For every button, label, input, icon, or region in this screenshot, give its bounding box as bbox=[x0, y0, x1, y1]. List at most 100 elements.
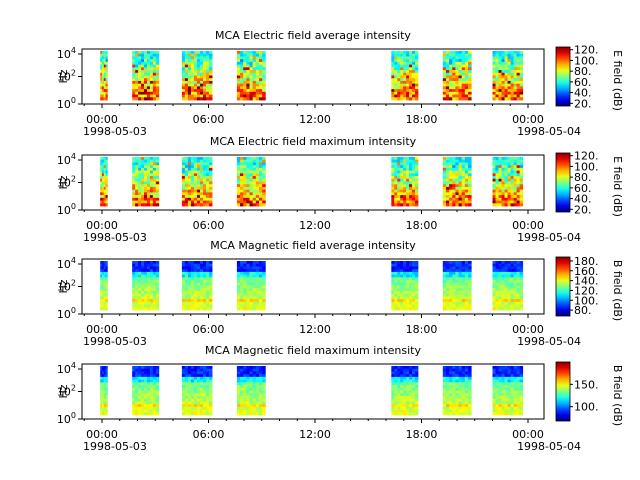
data-block bbox=[442, 51, 472, 101]
colorbar bbox=[555, 152, 571, 213]
data-block bbox=[492, 366, 524, 416]
colorbar bbox=[555, 361, 571, 422]
x-date-label: 1998-05-03 bbox=[83, 125, 147, 138]
colorbar-tick-label: 20. bbox=[574, 97, 592, 110]
data-block bbox=[492, 51, 524, 101]
data-block bbox=[492, 157, 524, 207]
panel-title: MCA Magnetic field average intensity bbox=[210, 239, 416, 252]
data-block bbox=[236, 157, 266, 207]
data-block bbox=[442, 366, 472, 416]
colorbar-tick-label: 20. bbox=[574, 203, 592, 216]
colorbar bbox=[555, 46, 571, 107]
y-tick-label: 102 bbox=[57, 175, 76, 190]
colorbar-tick-label: 120. bbox=[574, 44, 599, 57]
data-block bbox=[100, 157, 108, 207]
colorbar-tick-label: 140. bbox=[574, 275, 599, 288]
data-block bbox=[236, 261, 266, 311]
y-axis-label: Hz bbox=[57, 384, 70, 398]
y-axis-label: Hz bbox=[57, 175, 70, 189]
colorbar-tick-label: 120. bbox=[574, 284, 599, 297]
colorbar-tick-label: 40. bbox=[574, 87, 592, 100]
colorbar-tick-label: 60. bbox=[574, 182, 592, 195]
data-block bbox=[132, 51, 160, 101]
data-block bbox=[132, 261, 160, 311]
y-tick-label: 104 bbox=[57, 361, 76, 376]
y-tick-label: 102 bbox=[57, 384, 76, 399]
x-tick-label: 18:00 bbox=[406, 219, 438, 232]
panel-title: MCA Magnetic field maximum intensity bbox=[205, 344, 421, 357]
y-tick-label: 100 bbox=[57, 306, 76, 321]
data-block bbox=[181, 51, 213, 101]
x-tick-label: 00:00 bbox=[86, 428, 118, 441]
x-tick-label: 06:00 bbox=[193, 428, 225, 441]
data-block bbox=[132, 157, 160, 207]
y-axis-label: Hz bbox=[57, 279, 70, 293]
colorbar-tick-label: 120. bbox=[574, 150, 599, 163]
x-tick-label: 00:00 bbox=[512, 113, 544, 126]
y-tick-label: 104 bbox=[57, 256, 76, 271]
y-axis-label: Hz bbox=[57, 69, 70, 83]
x-tick-label: 12:00 bbox=[299, 323, 331, 336]
data-block bbox=[100, 366, 108, 416]
x-date-label: 1998-05-03 bbox=[83, 231, 147, 244]
data-block bbox=[236, 366, 266, 416]
data-block bbox=[442, 157, 472, 207]
colorbar-tick-label: 80. bbox=[574, 304, 592, 317]
data-block bbox=[100, 261, 108, 311]
x-tick-label: 18:00 bbox=[406, 323, 438, 336]
data-block bbox=[236, 51, 266, 101]
colorbar-label: E field (dB) bbox=[611, 156, 624, 217]
data-block bbox=[442, 261, 472, 311]
x-tick-label: 12:00 bbox=[299, 113, 331, 126]
x-date-label: 1998-05-04 bbox=[517, 125, 581, 138]
colorbar-tick-label: 180. bbox=[574, 255, 599, 268]
data-block bbox=[391, 366, 419, 416]
colorbar-tick-label: 60. bbox=[574, 76, 592, 89]
x-tick-label: 00:00 bbox=[86, 219, 118, 232]
x-tick-label: 06:00 bbox=[193, 323, 225, 336]
panel-4: MCA Magnetic field maximum intensityHz10… bbox=[57, 344, 624, 453]
x-tick-label: 00:00 bbox=[512, 219, 544, 232]
colorbar-tick-label: 40. bbox=[574, 193, 592, 206]
panel-1: MCA Electric field average intensityHz10… bbox=[57, 29, 624, 138]
data-block bbox=[391, 157, 419, 207]
data-block bbox=[181, 157, 213, 207]
y-tick-label: 100 bbox=[57, 411, 76, 426]
x-date-label: 1998-05-04 bbox=[517, 335, 581, 348]
x-date-label: 1998-05-04 bbox=[517, 440, 581, 453]
colorbar-tick-label: 80. bbox=[574, 65, 592, 78]
colorbar-label: E field (dB) bbox=[611, 50, 624, 111]
x-tick-label: 00:00 bbox=[86, 323, 118, 336]
colorbar-label: B field (dB) bbox=[611, 260, 624, 321]
x-tick-label: 06:00 bbox=[193, 219, 225, 232]
data-block bbox=[391, 51, 419, 101]
panel-3: MCA Magnetic field average intensityHz10… bbox=[57, 239, 624, 348]
y-tick-label: 100 bbox=[57, 96, 76, 111]
colorbar-tick-label: 100. bbox=[574, 54, 599, 67]
x-tick-label: 06:00 bbox=[193, 113, 225, 126]
colorbar-tick-label: 150. bbox=[574, 378, 599, 391]
panel-title: MCA Electric field average intensity bbox=[215, 29, 411, 42]
colorbar bbox=[555, 256, 571, 317]
data-block bbox=[132, 366, 160, 416]
y-tick-label: 104 bbox=[57, 46, 76, 61]
x-date-label: 1998-05-03 bbox=[83, 335, 147, 348]
colorbar-tick-label: 100. bbox=[574, 160, 599, 173]
data-block bbox=[391, 261, 419, 311]
data-block bbox=[181, 366, 213, 416]
x-tick-label: 00:00 bbox=[512, 428, 544, 441]
colorbar-tick-label: 100. bbox=[574, 401, 599, 414]
colorbar-tick-label: 100. bbox=[574, 294, 599, 307]
x-tick-label: 00:00 bbox=[512, 323, 544, 336]
colorbar-tick-label: 160. bbox=[574, 265, 599, 278]
x-tick-label: 18:00 bbox=[406, 113, 438, 126]
colorbar-tick-label: 80. bbox=[574, 171, 592, 184]
colorbar-label: B field (dB) bbox=[611, 365, 624, 426]
y-tick-label: 102 bbox=[57, 69, 76, 84]
x-tick-label: 12:00 bbox=[299, 428, 331, 441]
data-block bbox=[100, 51, 108, 101]
data-block bbox=[492, 261, 524, 311]
panel-title: MCA Electric field maximum intensity bbox=[210, 135, 417, 148]
y-tick-label: 102 bbox=[57, 279, 76, 294]
